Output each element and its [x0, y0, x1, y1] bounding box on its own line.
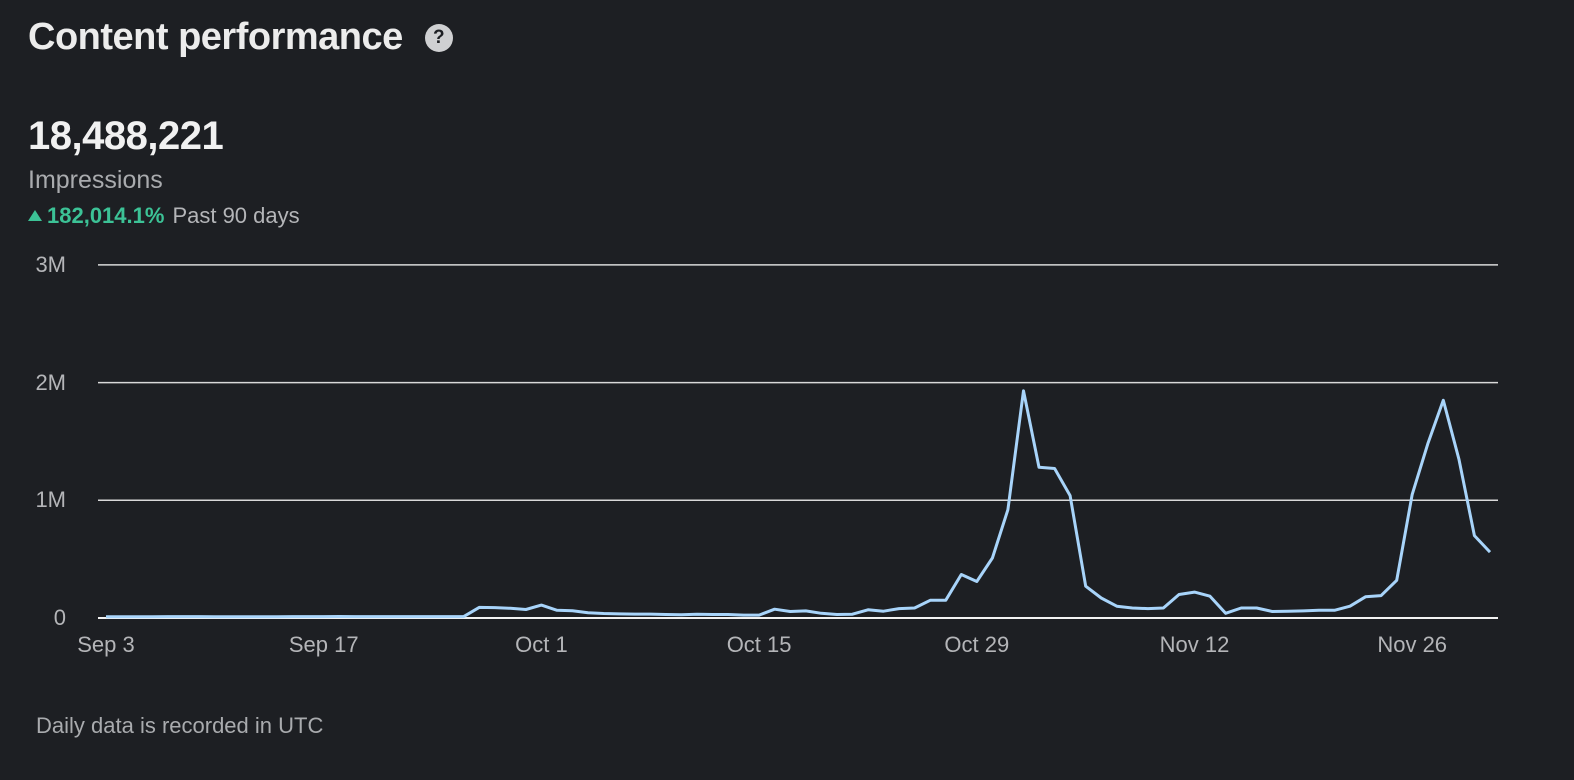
question-circle-icon[interactable]: ? [424, 23, 453, 52]
x-tick-label: Sep 3 [77, 632, 135, 657]
x-tick-label: Sep 17 [288, 632, 359, 657]
change-period: Past 90 days [172, 203, 300, 228]
x-tick-label: Oct 15 [726, 632, 792, 657]
x-tick-label: Oct 29 [944, 632, 1010, 657]
metric-label: Impressions [28, 166, 163, 194]
triangle-up-icon [28, 209, 42, 221]
utc-footnote: Daily data is recorded in UTC [36, 713, 324, 738]
y-tick-label: 2M [35, 369, 66, 395]
page-title: Content performance [28, 16, 403, 58]
y-tick-label: 3M [35, 251, 66, 277]
impressions-series-line [106, 389, 1492, 619]
y-tick-label: 1M [35, 487, 66, 513]
chart-canvas [98, 264, 1498, 619]
y-tick-label: 0 [53, 605, 66, 630]
x-tick-label: Nov 12 [1159, 632, 1230, 657]
change-row: 182,014.1% Past 90 days [28, 203, 300, 229]
impressions-line-chart[interactable]: 0 1M 2M 3M Sep 3 Sep 17 Oct 1 Oct 15 Oct 29 Nov 1… [0, 240, 1574, 680]
impressions-total: 18,488,221 [28, 114, 224, 158]
x-tick-label: Nov 26 [1377, 632, 1448, 657]
change-percentage: 182,014.1% [47, 203, 165, 228]
header: Content performance ? [28, 16, 453, 59]
x-tick-label: Oct 1 [515, 632, 568, 657]
